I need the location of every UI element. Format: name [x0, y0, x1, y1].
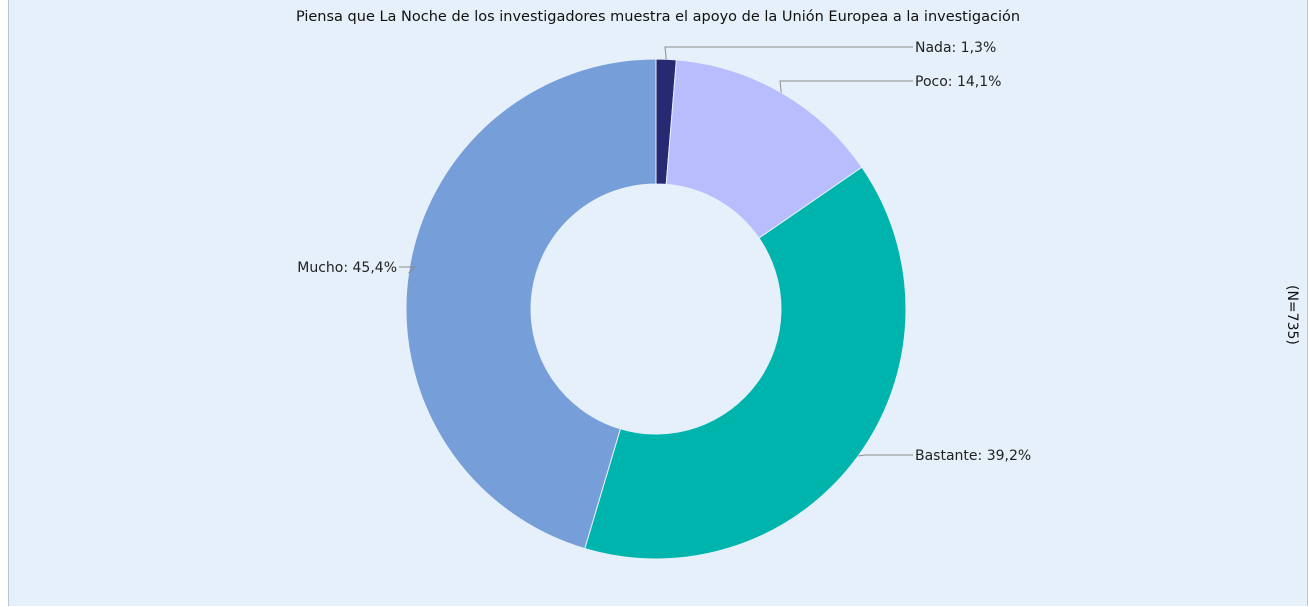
slice-mucho — [405, 58, 657, 550]
slice-poco — [665, 59, 863, 239]
chart-title: Piensa que La Noche de los investigadore… — [295, 9, 1021, 25]
data-label-nada: Nada: 1,3% — [915, 40, 996, 56]
sample-size-note: (N=735) — [1284, 285, 1300, 345]
leader-line-bastante — [858, 454, 913, 457]
data-label-poco: Poco: 14,1% — [915, 74, 1001, 90]
leader-line-poco — [779, 80, 913, 93]
leader-line-nada — [664, 46, 913, 60]
data-label-mucho: Mucho: 45,4% — [297, 260, 397, 276]
slice-bastante — [584, 166, 907, 560]
data-label-bastante: Bastante: 39,2% — [915, 448, 1031, 464]
leader-line-mucho — [399, 266, 417, 274]
